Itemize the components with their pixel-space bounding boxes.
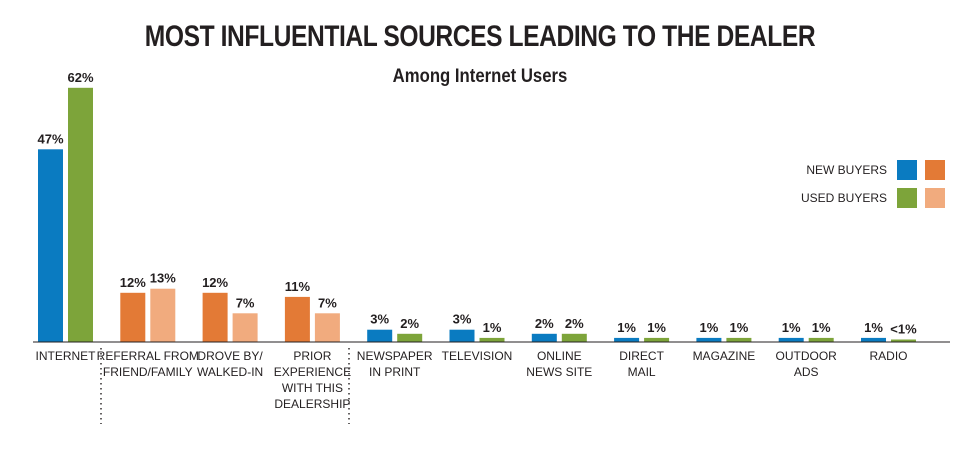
- used-buyers-value-label: 1%: [730, 320, 749, 335]
- new-buyers-value-label: 12%: [120, 275, 146, 290]
- new-buyers-value-label: 1%: [617, 320, 636, 335]
- used-buyers-value-label: 7%: [318, 295, 337, 310]
- category-label-line: FRIEND/FAMILY: [103, 365, 193, 379]
- legend-swatch-highlight: [925, 188, 945, 208]
- used-buyers-value-label: 1%: [483, 320, 502, 335]
- category-label-line: WALKED-IN: [197, 365, 263, 379]
- legend-label: NEW BUYERS: [806, 163, 887, 177]
- category-label-line: RADIO: [869, 349, 907, 363]
- category-label-line: INTERNET: [36, 349, 97, 363]
- category-label: ONLINE NEWS SITE: [526, 349, 592, 379]
- new-buyers-bar: [38, 149, 63, 342]
- used-buyers-value-label: 1%: [647, 320, 666, 335]
- new-buyers-value-label: 1%: [782, 320, 801, 335]
- new-buyers-value-label: 47%: [37, 131, 63, 146]
- new-buyers-value-label: 1%: [864, 320, 883, 335]
- used-buyers-bar: [68, 87, 93, 342]
- used-buyers-bar: [150, 288, 176, 342]
- used-buyers-bar: [397, 333, 423, 342]
- category-label: INTERNET: [36, 349, 97, 363]
- used-buyers-bar: [808, 337, 834, 342]
- category-label: MAGAZINE: [693, 349, 756, 363]
- new-buyers-value-label: 11%: [285, 279, 311, 294]
- category-label-line: NEWSPAPER: [357, 349, 433, 363]
- used-buyers-bar: [314, 313, 340, 342]
- category-label-line: ADS: [794, 365, 819, 379]
- new-buyers-bar: [120, 292, 146, 342]
- category-label-line: DIRECT: [619, 349, 664, 363]
- new-buyers-bar: [367, 329, 393, 342]
- used-buyers-value-label: <1%: [890, 322, 917, 337]
- category-label-line: ONLINE: [537, 349, 582, 363]
- category-label-line: NEWS SITE: [526, 365, 592, 379]
- legend-swatch-default: [897, 160, 917, 180]
- legend-swatch-highlight: [925, 160, 945, 180]
- new-buyers-bar: [284, 296, 310, 342]
- new-buyers-value-label: 12%: [202, 275, 228, 290]
- category-label-line: PRIOR: [293, 349, 331, 363]
- new-buyers-bar: [696, 337, 722, 342]
- new-buyers-bar: [778, 337, 804, 342]
- chart-subtitle: Among Internet Users: [392, 66, 568, 87]
- category-label-line: IN PRINT: [369, 365, 421, 379]
- new-buyers-bar: [861, 337, 886, 342]
- new-buyers-bar: [531, 333, 557, 342]
- category-label: RADIO: [869, 349, 907, 363]
- new-buyers-bar: [449, 329, 475, 342]
- used-buyers-bar: [479, 337, 505, 342]
- new-buyers-bar: [614, 337, 640, 342]
- used-buyers-value-label: 2%: [565, 316, 584, 331]
- category-label-line: TELEVISION: [442, 349, 513, 363]
- category-label: NEWSPAPER IN PRINT: [357, 349, 433, 379]
- category-label-line: REFERRAL FROM: [97, 349, 199, 363]
- category-label: REFERRAL FROM FRIEND/FAMILY: [97, 349, 199, 379]
- new-buyers-value-label: 3%: [453, 312, 472, 327]
- chart-title: MOST INFLUENTIAL SOURCES LEADING TO THE …: [144, 20, 816, 53]
- category-label-line: WITH THIS: [282, 381, 343, 395]
- new-buyers-bar: [202, 292, 228, 342]
- category-label: DROVE BY/WALKED-IN: [197, 349, 263, 379]
- used-buyers-value-label: 13%: [150, 271, 176, 286]
- used-buyers-bar: [644, 337, 670, 342]
- used-buyers-bar: [891, 339, 916, 342]
- category-label-line: DEALERSHIP: [274, 397, 350, 411]
- category-label-line: EXPERIENCE: [274, 365, 351, 379]
- new-buyers-value-label: 1%: [700, 320, 719, 335]
- category-label: TELEVISION: [442, 349, 513, 363]
- used-buyers-value-label: 7%: [236, 295, 255, 310]
- new-buyers-value-label: 3%: [370, 312, 389, 327]
- category-label-line: DROVE BY/: [197, 349, 263, 363]
- used-buyers-value-label: 62%: [67, 70, 93, 85]
- category-label: OUTDOOR ADS: [776, 349, 838, 379]
- used-buyers-value-label: 1%: [812, 320, 831, 335]
- used-buyers-value-label: 2%: [400, 316, 419, 331]
- legend-label: USED BUYERS: [801, 191, 887, 205]
- category-label: PRIOR EXPERIENCE WITH THIS DEALERSHIP: [274, 349, 351, 411]
- new-buyers-value-label: 2%: [535, 316, 554, 331]
- category-label-line: OUTDOOR: [776, 349, 838, 363]
- used-buyers-bar: [561, 333, 587, 342]
- legend-swatch-default: [897, 188, 917, 208]
- used-buyers-bar: [726, 337, 752, 342]
- category-label-line: MAIL: [628, 365, 656, 379]
- category-label: DIRECT MAIL: [619, 349, 664, 379]
- used-buyers-bar: [232, 313, 258, 342]
- category-label-line: MAGAZINE: [693, 349, 756, 363]
